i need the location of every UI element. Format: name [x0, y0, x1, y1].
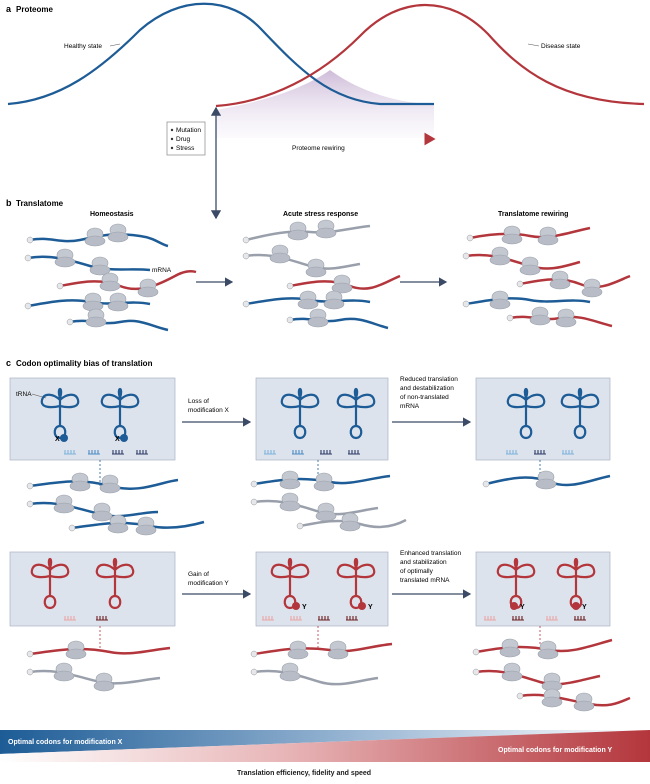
top-arrow-2-line2: and destabilization [400, 385, 454, 392]
mark-x-2: X [115, 436, 120, 443]
top-mrna-group-2 [250, 470, 407, 532]
panel-b-letter: b [6, 198, 12, 208]
optimal-codons-x-label: Optimal codons for modification X [8, 739, 123, 746]
stage-acute-stress-label: Acute stress response [283, 211, 358, 218]
bottom-box-3: Y Y [475, 551, 611, 627]
disease-state-curve [215, 4, 645, 108]
bottom-arrow-2-line2: and stabilization [400, 559, 447, 566]
bottom-mrna-group-2 [250, 640, 393, 686]
bottom-arrow-2-line1: Enhanced translation [400, 550, 461, 557]
optimality-band: Optimal codons for modification X Optima… [0, 730, 650, 777]
proteome-rewiring-label: Proteome rewiring [292, 145, 345, 152]
top-arrow-2-line4: mRNA [400, 403, 420, 410]
mark-y-2: Y [368, 604, 373, 611]
mark-y-1: Y [302, 604, 307, 611]
stressor-drug: Drug [176, 136, 190, 143]
stage-rewiring-label: Translatome rewiring [498, 211, 568, 218]
top-box-2 [255, 377, 389, 461]
healthy-state-curve [7, 2, 434, 106]
homeostasis-mrna-group: mRNA [24, 223, 197, 332]
trna-label: tRNA [16, 391, 32, 398]
stressor-stress: Stress [176, 145, 195, 152]
bottom-box-1 [9, 551, 176, 627]
panel-a-letter: a [6, 4, 12, 14]
bottom-box-2: Y Y [255, 551, 389, 627]
healthy-state-label: Healthy state [64, 43, 102, 50]
acute-stress-mrna-group [242, 219, 401, 330]
optimal-codons-y-label: Optimal codons for modification Y [498, 747, 613, 754]
stressor-list: Mutation Drug Stress [170, 127, 201, 152]
top-mrna-group-1 [26, 472, 205, 536]
bottom-arrow-1-line1: Gain of [188, 571, 209, 578]
top-arrow-1-line2: modification X [188, 407, 229, 414]
panel-a-title: Proteome [16, 5, 53, 14]
top-arrow-2-line3: of non-translated [400, 394, 449, 401]
stressor-mutation: Mutation [176, 127, 201, 134]
footer-caption: Translation efficiency, fidelity and spe… [237, 770, 371, 777]
top-arrow-2-line1: Reduced translation [400, 376, 458, 383]
top-mrna-group-3 [482, 470, 611, 490]
rewiring-mrna-group [462, 225, 631, 328]
disease-state-label: Disease state [541, 43, 581, 50]
panel-c-title: Codon optimality bias of translation [16, 359, 153, 368]
mark-y-4: Y [582, 604, 587, 611]
stage-homeostasis-label: Homeostasis [90, 211, 134, 218]
panel-c-letter: c [6, 358, 11, 368]
top-box-3 [475, 377, 611, 461]
panel-b-title: Translatome [16, 199, 64, 208]
mrna-label: mRNA [152, 267, 172, 274]
bottom-mrna-group-1 [26, 640, 171, 692]
top-arrow-1-line1: Loss of [188, 398, 209, 405]
mark-y-3: Y [520, 604, 525, 611]
panel-b: b Translatome Homeostasis Acute stress r… [6, 198, 631, 332]
bottom-arrow-2-line4: translated mRNA [400, 577, 450, 584]
panel-c: c Codon optimality bias of translation t… [6, 358, 631, 712]
stressor-box [166, 121, 206, 156]
proteome-overlap-shade [216, 70, 434, 138]
panel-a: a Proteome Healthy state Disease state M… [6, 2, 645, 220]
mark-x-1: X [55, 436, 60, 443]
bottom-arrow-1-line2: modification Y [188, 580, 229, 587]
bottom-arrow-2-line3: of optimally [400, 568, 434, 575]
top-box-1: tRNA X X [9, 377, 176, 461]
bottom-mrna-group-3 [472, 638, 631, 712]
